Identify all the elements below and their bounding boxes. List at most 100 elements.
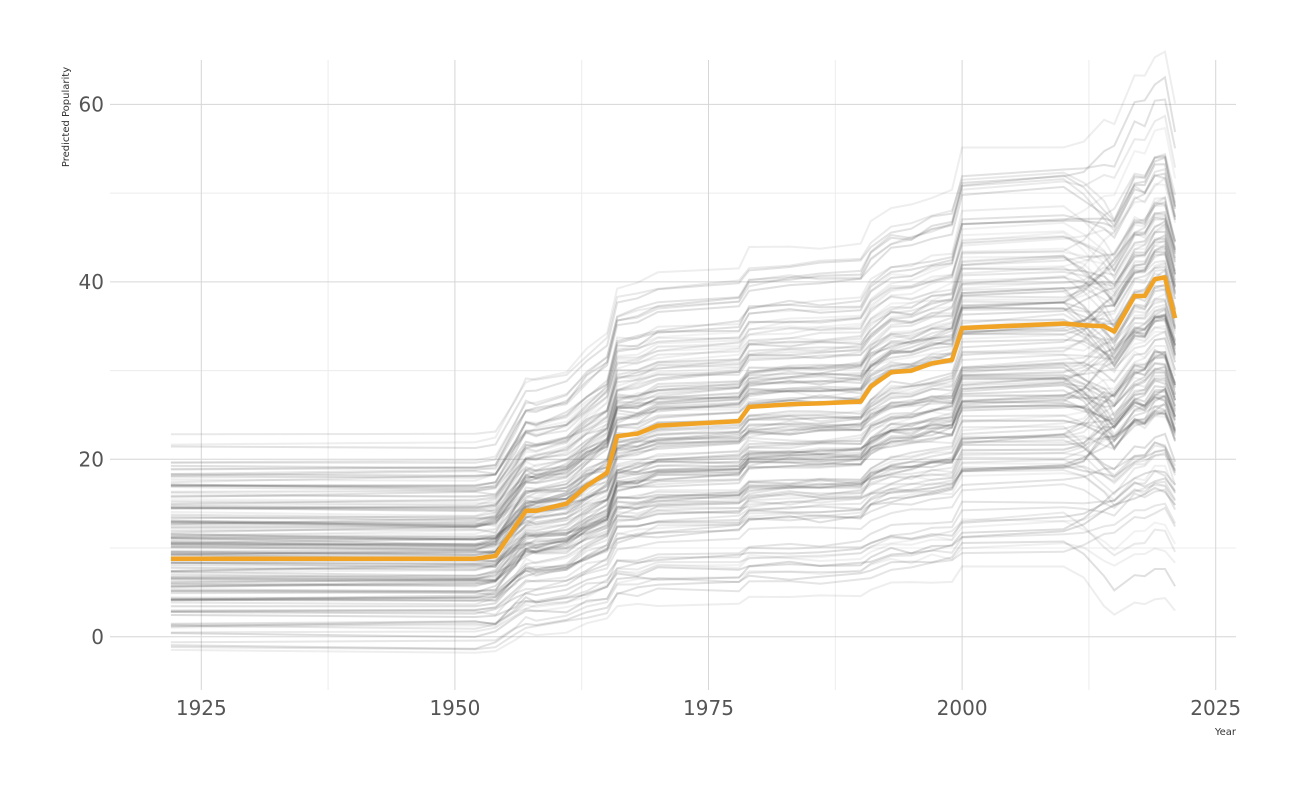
ice-line <box>170 262 1177 522</box>
ice-line <box>170 411 1176 565</box>
x-tick-label: 1925 <box>176 696 227 720</box>
ice-line <box>170 488 1176 630</box>
x-axis-ticks: 1925 1950 1975 2000 2025 <box>176 696 1241 720</box>
ice-line <box>170 240 1177 534</box>
ice-line <box>170 362 1177 578</box>
ice-line <box>170 324 1177 514</box>
ice-line <box>170 348 1177 594</box>
x-tick-label: 2025 <box>1190 696 1241 720</box>
y-tick-label: 20 <box>79 447 104 471</box>
ice-line <box>170 349 1177 548</box>
ice-line <box>170 432 1177 608</box>
ice-line <box>170 469 1176 626</box>
y-tick-label: 40 <box>79 270 104 294</box>
ice-line <box>170 50 1177 446</box>
ice-line <box>170 390 1177 612</box>
ice-line <box>170 287 1177 573</box>
ice-line <box>170 233 1177 529</box>
ice-line <box>170 313 1177 529</box>
ice-line <box>170 362 1177 561</box>
ice-line <box>170 303 1177 528</box>
ice-line <box>170 330 1177 538</box>
ice-line <box>170 477 1176 615</box>
ice-line <box>170 197 1177 482</box>
ice-line <box>170 201 1177 528</box>
ice-line <box>170 405 1177 601</box>
ice-line <box>170 272 1177 512</box>
x-axis-title: Year <box>1214 727 1237 738</box>
ice-line <box>170 356 1177 589</box>
ice-line <box>170 412 1177 565</box>
x-tick-label: 2000 <box>937 696 988 720</box>
ice-line <box>170 355 1177 580</box>
pdp-line <box>170 275 1178 561</box>
ice-line <box>170 350 1177 600</box>
ice-line <box>170 337 1177 580</box>
y-tick-label: 60 <box>79 92 104 116</box>
ice-line <box>170 283 1177 556</box>
ice-line <box>170 243 1177 534</box>
ice-line <box>170 154 1177 436</box>
ice-line <box>170 156 1177 471</box>
ice-line <box>170 292 1177 542</box>
ice-line <box>170 502 1176 644</box>
ice-line <box>170 448 1177 586</box>
ice-line <box>170 377 1177 602</box>
ice-line <box>170 212 1177 527</box>
ice-line <box>170 451 1177 613</box>
ice-line <box>170 195 1177 517</box>
ice-line <box>170 518 1176 628</box>
ice-line <box>170 210 1177 487</box>
ice-line <box>170 377 1177 541</box>
ice-line <box>170 268 1177 526</box>
ice-line <box>170 215 1177 506</box>
ice-line <box>170 183 1177 493</box>
ice-line <box>170 439 1177 584</box>
ice-line <box>170 371 1177 583</box>
ice-line <box>170 172 1177 477</box>
ice-line <box>170 266 1177 520</box>
y-axis-ticks: 0 20 40 60 <box>79 92 104 648</box>
ice-line <box>170 220 1177 520</box>
ice-line <box>170 318 1177 503</box>
ice-line <box>170 238 1177 505</box>
ice-line <box>170 378 1177 555</box>
ice-line <box>170 200 1177 484</box>
ice-line <box>170 268 1177 548</box>
ice-line <box>170 361 1177 567</box>
ice-line <box>170 223 1177 527</box>
x-tick-label: 1975 <box>683 696 734 720</box>
ice-line <box>170 287 1177 546</box>
ice-line <box>170 167 1177 475</box>
ice-line <box>170 315 1177 588</box>
ice-line <box>170 469 1176 566</box>
ice-line <box>170 540 1176 650</box>
ice-line <box>170 306 1177 524</box>
ice-line <box>170 225 1177 505</box>
ice-line <box>170 223 1177 547</box>
ice-line <box>170 176 1177 471</box>
ice-line <box>170 313 1177 553</box>
ice-line <box>170 350 1177 593</box>
ice-line <box>170 395 1176 565</box>
ice-line <box>170 374 1177 582</box>
ice-line <box>170 395 1177 581</box>
ice-line <box>170 354 1177 541</box>
ice-line <box>170 244 1177 499</box>
ice-line <box>170 245 1177 510</box>
ice-line <box>170 213 1177 511</box>
ice-line <box>170 174 1177 477</box>
ice-line <box>170 260 1177 551</box>
ice-line <box>170 195 1177 507</box>
ice-line <box>170 376 1177 572</box>
ice-line <box>170 398 1177 556</box>
ice-line <box>170 377 1177 563</box>
ice-line <box>170 409 1177 602</box>
ice-line <box>170 401 1177 628</box>
ice-line <box>170 345 1177 563</box>
ice-line <box>170 506 1176 651</box>
ice-line <box>170 351 1177 587</box>
ice-line <box>170 414 1176 558</box>
ice-line <box>170 259 1177 510</box>
